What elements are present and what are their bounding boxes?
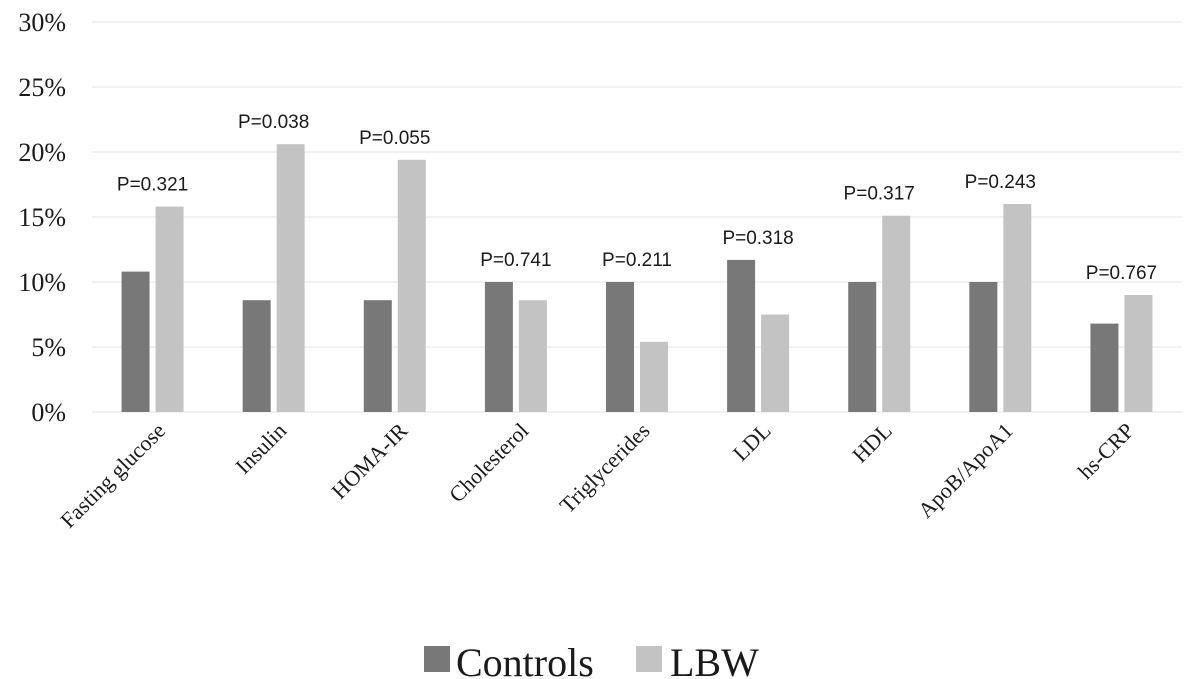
bar-controls <box>848 282 877 412</box>
bar-controls <box>1090 323 1119 412</box>
bar-controls <box>727 259 756 412</box>
p-value-labels: P=0.321 P=0.038 P=0.055 P=0.741 P=0.211 P=0.3… <box>117 112 1157 284</box>
y-tick-label: 10% <box>18 268 66 297</box>
p-value-label: P=0.243 <box>965 172 1036 193</box>
x-axis-category-labels: Fasting glucose Insulin HOMA-IR Cholesterol… <box>55 418 1139 533</box>
bar-lbw <box>640 341 668 412</box>
bar-lbw <box>1003 204 1032 412</box>
x-category-label: hs-CRP <box>1073 418 1139 484</box>
bar-lbw <box>761 314 790 412</box>
x-category-label: LDL <box>728 418 776 466</box>
bar-lbw <box>518 300 547 412</box>
y-axis-ticks: 0% 5% 10% 15% 20% 25% 30% <box>18 8 66 427</box>
y-tick-label: 20% <box>18 138 66 167</box>
x-category-label: Insulin <box>230 418 291 479</box>
legend-swatch-lbw <box>636 646 662 672</box>
p-value-label: P=0.038 <box>238 112 309 133</box>
x-category-label: Fasting glucose <box>55 418 170 533</box>
x-category-label: HDL <box>847 418 897 468</box>
p-value-label: P=0.318 <box>722 228 793 249</box>
p-value-label: P=0.055 <box>359 128 430 149</box>
legend-label-controls: Controls <box>456 640 594 679</box>
bar-controls <box>242 300 271 412</box>
y-tick-label: 15% <box>18 203 66 232</box>
p-value-label: P=0.321 <box>117 175 188 196</box>
bar-controls <box>121 271 150 412</box>
p-value-label: P=0.767 <box>1086 263 1157 284</box>
y-tick-label: 5% <box>31 333 66 362</box>
bar-controls <box>606 282 634 412</box>
bar-lbw <box>1124 295 1153 412</box>
x-category-label: ApoB/ApoA1 <box>913 418 1018 523</box>
bars <box>121 144 1153 412</box>
legend-label-lbw: LBW <box>670 640 759 679</box>
bar-lbw <box>882 215 911 412</box>
bar-controls <box>969 282 998 412</box>
bar-controls <box>484 282 513 412</box>
gridlines <box>92 21 1182 413</box>
y-tick-label: 25% <box>18 73 66 102</box>
legend-swatch-controls <box>424 646 450 672</box>
bar-controls <box>363 300 392 412</box>
p-value-label: P=0.741 <box>480 250 551 271</box>
x-category-label: Triglycerides <box>554 418 654 518</box>
p-value-label: P=0.317 <box>844 184 915 205</box>
x-category-label: Cholesterol <box>444 418 533 507</box>
p-value-label: P=0.211 <box>602 250 672 271</box>
bar-lbw <box>397 159 426 412</box>
legend: Controls LBW <box>424 640 759 679</box>
y-tick-label: 0% <box>31 398 66 427</box>
bar-lbw <box>276 144 305 412</box>
x-category-label: HOMA-IR <box>326 418 412 504</box>
y-tick-label: 30% <box>18 8 66 37</box>
bar-lbw <box>155 206 184 412</box>
